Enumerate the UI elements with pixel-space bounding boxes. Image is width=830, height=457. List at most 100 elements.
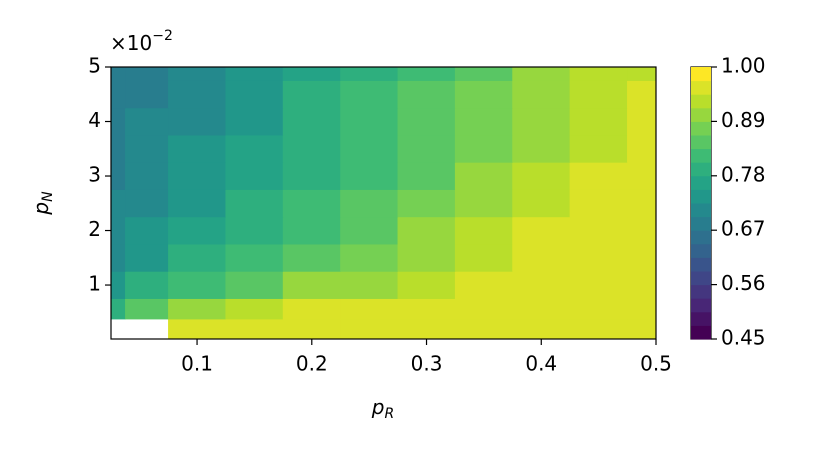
contour-cell [512, 298, 571, 320]
x-tick-label: 0.2 [296, 352, 328, 376]
contour-cell [282, 243, 341, 272]
contour-cell [397, 318, 456, 340]
colorbar-band [691, 230, 711, 245]
contour-cell [225, 298, 284, 320]
contour-cell [340, 80, 399, 109]
contour-cell [512, 189, 571, 218]
contour-cell [569, 271, 628, 299]
contour-cell [627, 134, 657, 163]
x-tick-label: 0.5 [640, 352, 672, 376]
contour-cell [397, 298, 456, 320]
contour-cell [282, 80, 341, 109]
contour-cell [168, 216, 227, 245]
contour-cell [125, 134, 169, 163]
contour-cell [569, 80, 628, 109]
contour-cell [512, 216, 571, 245]
colorbar-band [691, 243, 711, 258]
contour-cell [627, 318, 657, 340]
contour-cell [340, 107, 399, 136]
colorbar-tick-label: 0.56 [721, 271, 766, 295]
contour-cell [110, 298, 126, 320]
contour-cell [512, 80, 571, 109]
contour-cell [454, 134, 513, 163]
offset-base: ×10 [110, 31, 152, 55]
contour-cell [110, 162, 126, 190]
contour-cell [168, 66, 227, 81]
contour-cell [340, 189, 399, 218]
contour-cell [627, 271, 657, 299]
contour-cell [454, 66, 513, 81]
contour-cell [125, 243, 169, 272]
contour-cell [125, 162, 169, 190]
contour-cell [569, 243, 628, 272]
contour-cell [454, 216, 513, 245]
contour-cell [110, 189, 126, 218]
colorbar-band [691, 325, 711, 340]
contour-cell [168, 243, 227, 272]
contour-cell [340, 271, 399, 299]
contour-cell [569, 66, 628, 81]
y-tick-label: 2 [88, 217, 101, 241]
contour-cell [397, 216, 456, 245]
contour-cell [512, 243, 571, 272]
contour-cell [627, 298, 657, 320]
contour-cell [168, 298, 227, 320]
contour-cell [569, 318, 628, 340]
contour-cell [282, 189, 341, 218]
contour-cell [225, 134, 284, 163]
colorbar-tick-label: 0.67 [721, 217, 766, 241]
x-label-base: p [371, 395, 385, 419]
contour-cell [340, 318, 399, 340]
contour-cell [110, 66, 126, 81]
colorbar-band [691, 175, 711, 190]
contour-cell [225, 162, 284, 190]
colorbar-band [691, 257, 711, 272]
y-tick-label: 4 [88, 108, 101, 132]
contour-cell [125, 107, 169, 136]
contour-cell [125, 271, 169, 299]
offset-exponent: −2 [152, 28, 173, 44]
x-tick-label: 0.1 [181, 352, 213, 376]
contour-cell [454, 318, 513, 340]
contour-cell [282, 318, 341, 340]
contour-cell [454, 80, 513, 109]
contour-cell [110, 216, 126, 245]
contour-cell [627, 80, 657, 109]
contour-cell [110, 243, 126, 272]
contour-cell [125, 298, 169, 320]
contour-cell [397, 162, 456, 190]
contour-cell [282, 107, 341, 136]
contour-cell [340, 216, 399, 245]
contour-cell [627, 66, 657, 81]
contour-cell [454, 243, 513, 272]
colorbar-band [691, 107, 711, 122]
contour-cell [168, 80, 227, 109]
contour-cell [168, 107, 227, 136]
contour-cell [454, 271, 513, 299]
contour-cell [282, 134, 341, 163]
contour-cell [225, 66, 284, 81]
contour-cell [168, 162, 227, 190]
contour-cell [627, 162, 657, 190]
contour-cell [225, 243, 284, 272]
contour-cell [627, 216, 657, 245]
contour-cell [282, 298, 341, 320]
colorbar-band [691, 135, 711, 150]
colorbar-tick-label: 0.89 [721, 108, 766, 132]
contour-cell [282, 66, 341, 81]
contour-cell [225, 271, 284, 299]
contour-cell [225, 216, 284, 245]
contour-cell [397, 189, 456, 218]
x-axis-label: pR [371, 395, 394, 423]
colorbar-band [691, 189, 711, 204]
contour-cell [225, 318, 284, 340]
colorbar-band [691, 121, 711, 136]
contour-cell [168, 134, 227, 163]
x-tick-label: 0.4 [525, 352, 557, 376]
contour-cell [454, 189, 513, 218]
colorbar-band [691, 203, 711, 218]
colorbar-band [691, 94, 711, 109]
contour-cell [397, 107, 456, 136]
colorbar-tick-label: 1.00 [721, 54, 766, 78]
